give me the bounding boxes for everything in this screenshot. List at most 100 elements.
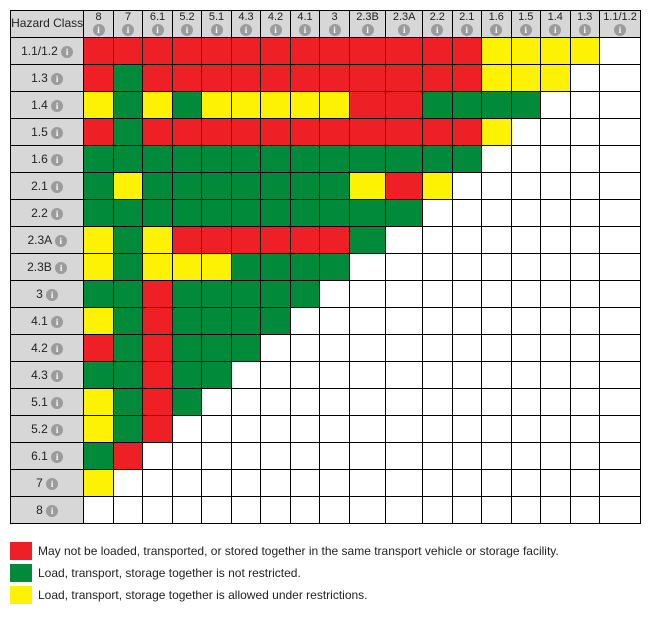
empty-cell — [349, 416, 386, 443]
info-icon[interactable]: i — [51, 451, 63, 463]
empty-cell — [600, 92, 641, 119]
compat-cell — [113, 200, 143, 227]
info-icon[interactable]: i — [46, 289, 58, 301]
table-row: 2.3A i — [11, 227, 641, 254]
info-icon[interactable]: i — [152, 24, 164, 36]
info-icon[interactable]: i — [51, 127, 63, 139]
empty-cell — [290, 443, 320, 470]
empty-cell — [386, 227, 423, 254]
empty-cell — [541, 119, 571, 146]
empty-cell — [511, 146, 541, 173]
row-label: 8 — [36, 503, 43, 517]
row-header-4.1: 4.1 i — [11, 308, 84, 335]
col-header-2.3B: 2.3Bi — [349, 11, 386, 38]
empty-cell — [349, 308, 386, 335]
info-icon[interactable]: i — [549, 24, 561, 36]
info-icon[interactable]: i — [211, 24, 223, 36]
col-header-4.3: 4.3i — [231, 11, 261, 38]
compat-cell — [202, 254, 232, 281]
empty-cell — [511, 281, 541, 308]
info-icon[interactable]: i — [299, 24, 311, 36]
compat-cell — [202, 92, 232, 119]
info-icon[interactable]: i — [398, 24, 410, 36]
info-icon[interactable]: i — [46, 478, 58, 490]
info-icon[interactable]: i — [51, 181, 63, 193]
info-icon[interactable]: i — [51, 316, 63, 328]
info-icon[interactable]: i — [55, 262, 67, 274]
compat-cell — [231, 173, 261, 200]
info-icon[interactable]: i — [61, 46, 73, 58]
info-icon[interactable]: i — [51, 100, 63, 112]
empty-cell — [452, 416, 482, 443]
info-icon[interactable]: i — [51, 397, 63, 409]
empty-cell — [511, 227, 541, 254]
empty-cell — [423, 416, 453, 443]
info-icon[interactable]: i — [520, 24, 532, 36]
info-icon[interactable]: i — [614, 24, 626, 36]
empty-cell — [541, 281, 571, 308]
compat-cell — [482, 119, 512, 146]
compat-cell — [84, 227, 114, 254]
table-row: 2.3B i — [11, 254, 641, 281]
row-header-3: 3 i — [11, 281, 84, 308]
empty-cell — [511, 470, 541, 497]
compat-cell — [113, 335, 143, 362]
info-icon[interactable]: i — [362, 24, 374, 36]
compat-cell — [172, 254, 202, 281]
compat-cell — [482, 38, 512, 65]
info-icon[interactable]: i — [46, 505, 58, 517]
info-icon[interactable]: i — [270, 24, 282, 36]
info-icon[interactable]: i — [181, 24, 193, 36]
empty-cell — [231, 443, 261, 470]
compat-cell — [231, 65, 261, 92]
info-icon[interactable]: i — [51, 154, 63, 166]
info-icon[interactable]: i — [51, 424, 63, 436]
info-icon[interactable]: i — [122, 24, 134, 36]
info-icon[interactable]: i — [329, 24, 341, 36]
empty-cell — [320, 497, 350, 524]
info-icon[interactable]: i — [51, 208, 63, 220]
info-icon[interactable]: i — [431, 24, 443, 36]
empty-cell — [349, 389, 386, 416]
empty-cell — [600, 254, 641, 281]
row-label: 4.3 — [31, 368, 48, 382]
compat-cell — [320, 227, 350, 254]
info-icon[interactable]: i — [240, 24, 252, 36]
compat-cell — [349, 227, 386, 254]
compat-cell — [202, 227, 232, 254]
empty-cell — [482, 443, 512, 470]
info-icon[interactable]: i — [51, 370, 63, 382]
row-label: 4.1 — [31, 314, 48, 328]
empty-cell — [570, 497, 600, 524]
info-icon[interactable]: i — [93, 24, 105, 36]
empty-cell — [482, 497, 512, 524]
compat-cell — [386, 65, 423, 92]
compat-cell — [452, 38, 482, 65]
empty-cell — [202, 497, 232, 524]
info-icon[interactable]: i — [490, 24, 502, 36]
info-icon[interactable]: i — [51, 343, 63, 355]
col-header-5.2: 5.2i — [172, 11, 202, 38]
legend-swatch — [10, 564, 32, 582]
legend-row: May not be loaded, transported, or store… — [10, 542, 641, 560]
col-header-6.1: 6.1i — [143, 11, 173, 38]
info-icon[interactable]: i — [51, 73, 63, 85]
compat-cell — [290, 227, 320, 254]
row-label: 5.2 — [31, 422, 48, 436]
compat-cell — [172, 308, 202, 335]
empty-cell — [511, 335, 541, 362]
row-label: 6.1 — [31, 449, 48, 463]
empty-cell — [231, 362, 261, 389]
info-icon[interactable]: i — [55, 235, 67, 247]
table-row: 1.1/1.2 i — [11, 38, 641, 65]
empty-cell — [600, 362, 641, 389]
compat-cell — [386, 146, 423, 173]
corner-header: Hazard Class — [11, 11, 84, 38]
empty-cell — [320, 281, 350, 308]
empty-cell — [423, 308, 453, 335]
info-icon[interactable]: i — [579, 24, 591, 36]
empty-cell — [452, 308, 482, 335]
empty-cell — [541, 389, 571, 416]
info-icon[interactable]: i — [461, 24, 473, 36]
compat-cell — [172, 335, 202, 362]
